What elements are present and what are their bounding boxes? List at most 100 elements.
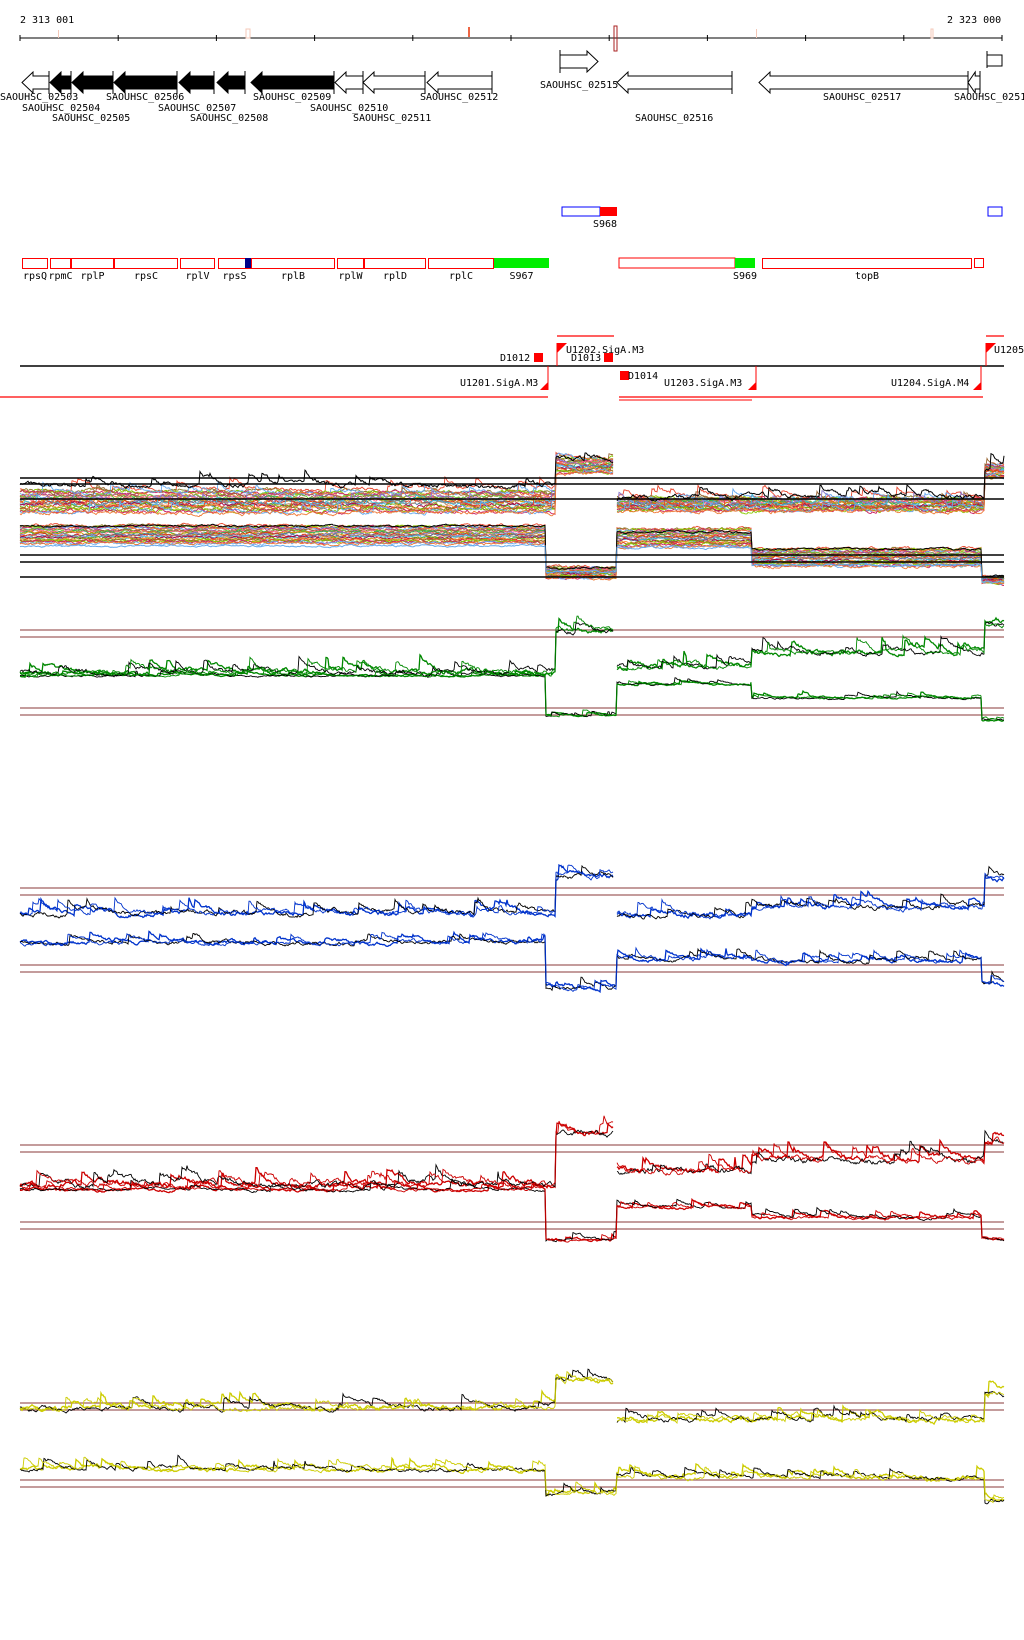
gene-saouhsc_02506: SAOUHSC_02506 bbox=[106, 70, 184, 103]
signal-line bbox=[19, 1456, 1005, 1504]
signal-line bbox=[19, 1122, 1005, 1191]
feature-label: S969 bbox=[733, 271, 757, 282]
feature-rpmc: rpmC bbox=[48, 258, 73, 282]
ruler-marker bbox=[58, 30, 59, 38]
arrow-left-icon bbox=[113, 70, 178, 95]
signal-line bbox=[19, 864, 1005, 920]
tu-label: D1012 bbox=[500, 353, 530, 364]
tu-label: D1014 bbox=[628, 371, 658, 382]
signal-line bbox=[20, 615, 1005, 678]
track-multi bbox=[19, 451, 1005, 587]
tu-label: U1205 bbox=[994, 345, 1024, 356]
feature-label: rplD bbox=[383, 271, 407, 282]
signal-line bbox=[19, 534, 1005, 583]
arrow-left-icon bbox=[71, 70, 114, 95]
arrow-left-icon bbox=[250, 70, 335, 95]
gene-partial bbox=[986, 51, 1003, 68]
feature-box bbox=[735, 258, 755, 268]
signal-line bbox=[19, 1370, 1005, 1425]
signal-line bbox=[19, 669, 1005, 720]
feature-s969: S969 bbox=[618, 257, 757, 282]
signal-line bbox=[19, 533, 1005, 583]
gene-label: SAOUHSC_02512 bbox=[420, 92, 498, 103]
feature-track: S968 rpsQ rpmC rplP rpsC rplV rpsS rplB rplW rplD… bbox=[22, 206, 1003, 282]
feature-rplc: rplC bbox=[428, 258, 494, 282]
gene-saouhsc_02515: SAOUHSC_02515 bbox=[540, 49, 618, 91]
gene-saouhsc_02508: SAOUHSC_02508 bbox=[190, 70, 268, 124]
gene-label: SAOUHSC_0251 bbox=[954, 92, 1024, 103]
signal-line bbox=[20, 668, 1005, 723]
feature-rplw: rplW bbox=[337, 258, 364, 282]
feature-box bbox=[180, 258, 215, 269]
feature-box bbox=[251, 258, 335, 269]
tu-label: U1204.SigA.M4 bbox=[891, 378, 969, 389]
feature-box bbox=[974, 258, 984, 268]
terminator-box bbox=[620, 371, 629, 380]
promoter-forward-icon bbox=[557, 343, 567, 353]
gene-label: SAOUHSC_02511 bbox=[353, 113, 431, 124]
gene-saouhsc_02511: SAOUHSC_02511 bbox=[353, 70, 431, 124]
ruler-marker bbox=[930, 28, 934, 39]
signal-line bbox=[19, 524, 1005, 580]
promoter-reverse-icon bbox=[748, 382, 756, 390]
gene-label: SAOUHSC_02517 bbox=[823, 92, 901, 103]
ruler-start-label: 2 313 001 bbox=[20, 15, 74, 26]
feature-label: S967 bbox=[509, 271, 533, 282]
ruler-marker bbox=[245, 28, 251, 39]
segment-box bbox=[987, 206, 1003, 217]
feature-label: rplV bbox=[185, 271, 209, 282]
feature-box bbox=[762, 258, 972, 269]
signal-line bbox=[19, 543, 1005, 583]
ruler-marker bbox=[468, 27, 470, 37]
feature-label: rplB bbox=[281, 271, 305, 282]
promoter-reverse-icon bbox=[973, 382, 981, 390]
gene-label: SAOUHSC_02504 bbox=[22, 103, 100, 114]
feature-rpld: rplD bbox=[364, 258, 426, 282]
feature-topb: topB bbox=[762, 258, 972, 282]
arrow-left-icon bbox=[758, 70, 969, 95]
gene-saouhsc_0251: SAOUHSC_0251 bbox=[954, 70, 1024, 103]
signal-line bbox=[19, 469, 1005, 518]
feature-s967: S967 bbox=[494, 258, 549, 282]
feature-box bbox=[337, 258, 364, 269]
gene-label: SAOUHSC_02510 bbox=[310, 103, 388, 114]
signal-line bbox=[19, 864, 1005, 920]
feature-marker bbox=[245, 258, 251, 268]
signal-line bbox=[19, 863, 1005, 920]
arrow-left-icon bbox=[178, 70, 215, 95]
gene-saouhsc_02503: SAOUHSC_02503 bbox=[0, 70, 78, 103]
feature-rplp: rplP bbox=[71, 258, 114, 282]
signal-line bbox=[19, 1368, 1005, 1424]
track-yellow bbox=[19, 1368, 1005, 1505]
ruler-marker bbox=[756, 29, 757, 38]
feature-box bbox=[22, 258, 48, 269]
feature-rpsc: rpsC bbox=[114, 258, 178, 282]
gene-saouhsc_02512: SAOUHSC_02512 bbox=[420, 70, 498, 103]
terminator-box bbox=[534, 353, 543, 362]
signal-line bbox=[19, 1129, 1005, 1191]
transcription-unit-track: U1201.SigA.M3 U1202.SigA.M3 U1203.SigA.M3 U… bbox=[0, 335, 1024, 401]
gene-label: SAOUHSC_02515 bbox=[540, 80, 618, 91]
gene-saouhsc_02505: SAOUHSC_02505 bbox=[52, 70, 130, 124]
feature-rplb: rplB bbox=[251, 258, 335, 282]
signal-line bbox=[19, 1115, 1005, 1191]
terminator-box bbox=[604, 353, 613, 362]
feature-box bbox=[618, 257, 736, 269]
arrow-left-icon bbox=[967, 70, 981, 95]
feature-box bbox=[428, 258, 494, 269]
signal-line bbox=[19, 669, 1005, 721]
gene-label: SAOUHSC_02505 bbox=[52, 113, 130, 124]
feature-label: rpsS bbox=[222, 271, 246, 282]
feature-box bbox=[494, 258, 549, 268]
coordinate-ruler: 2 313 001 2 323 000 bbox=[19, 15, 1003, 52]
gene-label: SAOUHSC_02516 bbox=[635, 113, 713, 124]
signal-line bbox=[19, 540, 1005, 586]
gene-label: SAOUHSC_02507 bbox=[158, 103, 236, 114]
arrow-left-icon bbox=[216, 70, 246, 95]
arrow-left-icon bbox=[426, 70, 493, 95]
feature-box bbox=[50, 258, 71, 269]
arrow-left-icon bbox=[362, 70, 426, 95]
feature-rpsq: rpsQ bbox=[22, 258, 48, 282]
feature-box bbox=[364, 258, 426, 269]
